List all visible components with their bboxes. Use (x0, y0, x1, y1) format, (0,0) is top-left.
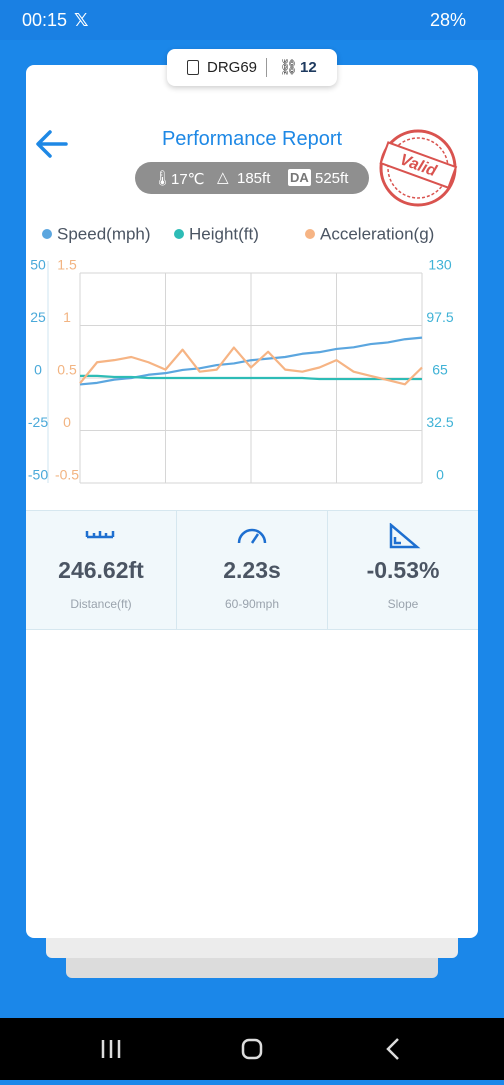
page-title: Performance Report (161, 128, 343, 150)
device-pill: DRG69 ⛓ 12 (167, 49, 337, 86)
y-tick-label: -50 (28, 467, 48, 483)
stat-value: -0.53% (366, 557, 440, 583)
nav-bar (0, 1018, 504, 1080)
y-tick-label: 0 (34, 362, 42, 378)
device-icon (187, 60, 199, 75)
da-badge: DA (288, 169, 311, 186)
thermometer-icon: 🌡 (153, 170, 173, 187)
stats-panel: 246.62ft Distance(ft) 2.23s 60-90mph -0.53% S… (26, 510, 478, 630)
series-line (80, 374, 422, 381)
y2-tick-label: 130 (428, 257, 452, 273)
density-altitude: 525ft (315, 170, 349, 187)
legend-label: Height(ft) (189, 224, 259, 243)
y-tick-label: 50 (30, 257, 46, 273)
stat-label: Slope (387, 597, 419, 611)
y3-tick-label: 0 (63, 414, 71, 430)
nav-icons (101, 1038, 399, 1060)
stat-cell: 2.23s 60-90mph (177, 511, 328, 629)
x-icon: 𝕏 (74, 10, 89, 30)
stat-value: 2.23s (223, 557, 281, 583)
conditions-pill: 🌡 17℃ △ 185ft DA 525ft (135, 162, 369, 194)
temperature: 17℃ (171, 171, 205, 188)
device-count: 12 (300, 59, 317, 76)
stat-label: Distance(ft) (70, 597, 132, 611)
legend-dot (305, 229, 315, 239)
back-button[interactable] (34, 128, 70, 162)
y3-tick-label: -0.5 (55, 467, 79, 483)
y2-tick-label: 65 (432, 362, 448, 378)
device-name: DRG69 (207, 59, 258, 76)
y3-tick-label: 1.5 (57, 257, 77, 273)
y3-tick-label: 1 (63, 309, 71, 325)
y-tick-label: 25 (30, 309, 46, 325)
altitude: 185ft (237, 170, 271, 187)
stat-icon (389, 523, 421, 549)
clock: 00:15 (22, 10, 68, 30)
y3-tick-label: 0.5 (57, 362, 77, 378)
stat-cell: -0.53% Slope (328, 511, 478, 629)
report-card (26, 65, 478, 938)
y2-tick-label: 32.5 (426, 414, 453, 430)
series-line (79, 346, 423, 386)
stat-icon (237, 528, 267, 544)
legend-label: Acceleration(g) (320, 224, 434, 243)
y2-tick-label: 0 (436, 467, 444, 483)
battery: 28% (430, 10, 467, 30)
y2-tick-label: 97.5 (426, 309, 453, 325)
legend-dot (42, 229, 52, 239)
stat-icon (85, 531, 115, 539)
count-icon: ⛓ (279, 59, 299, 76)
y-tick-label: -25 (28, 414, 48, 430)
valid-stamp: Valid (379, 129, 458, 207)
chart: -50 -25 0 25 50 -0.5 0 0.5 1 1.5 0 32.5 65 97.5 130 Spe… (28, 224, 454, 484)
legend-dot (174, 229, 184, 239)
status-bar: 00:15 𝕏 28% (0, 0, 504, 40)
stat-cell: 246.62ft Distance(ft) (26, 511, 177, 629)
stat-label: 60-90mph (224, 597, 280, 611)
legend-label: Speed(mph) (57, 224, 151, 243)
divider (266, 58, 267, 77)
altitude-icon: △ (217, 169, 229, 186)
stat-value: 246.62ft (58, 557, 144, 583)
